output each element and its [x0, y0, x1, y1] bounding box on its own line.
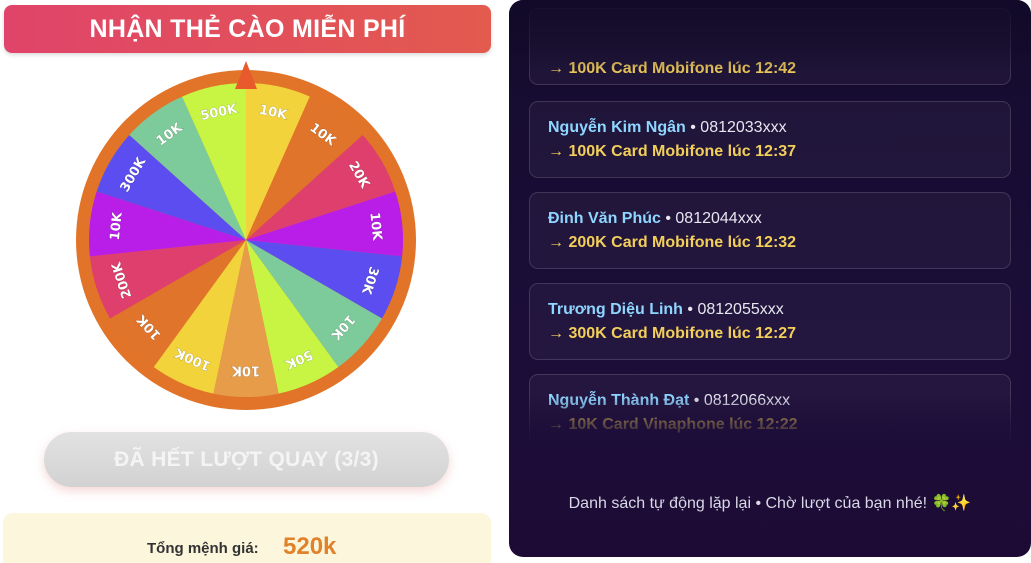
- spin-button-label: ĐÃ HẾT LƯỢT QUAY (3/3): [114, 447, 379, 471]
- total-label: Tổng mệnh giá:: [147, 540, 259, 557]
- winner-name: Nguyễn Thành Đạt: [548, 392, 690, 409]
- wheel-segment: [129, 96, 246, 240]
- wheel-segment: [89, 240, 246, 319]
- winner-prize: → 100K Card Mobifone lúc 12:42: [548, 60, 797, 77]
- winner-card: → 100K Card Mobifone lúc 12:42: [529, 8, 1011, 85]
- winner-prize: → 200K Card Mobifone lúc 12:32: [548, 234, 797, 251]
- total-value-box: [3, 513, 491, 563]
- wheel-segment: [153, 240, 246, 394]
- wheel-segment: [88, 191, 246, 257]
- wheel-segment-label: 10K: [231, 363, 260, 378]
- footer-note: Danh sách tự động lặp lại • Chờ lượt của…: [568, 495, 972, 512]
- title-banner: NHẬN THẺ CÀO MIỄN PHÍ: [4, 5, 491, 53]
- wheel-segment: [246, 240, 382, 368]
- wheel-segment: [110, 240, 246, 368]
- wheel-segment: [182, 83, 246, 240]
- wheel-segment: [246, 83, 310, 240]
- wheel-pointer-icon: [235, 61, 257, 89]
- spin-button[interactable]: ĐÃ HẾT LƯỢT QUAY (3/3): [44, 432, 449, 487]
- wheel-segment-label: 10K: [366, 212, 384, 242]
- winner-name: Nguyễn Kim Ngân: [548, 119, 686, 136]
- total-value: 520k: [283, 533, 337, 560]
- winner-prize: → 100K Card Mobifone lúc 12:37: [548, 143, 797, 160]
- winner-prize: → 300K Card Mobifone lúc 12:27: [548, 325, 797, 342]
- winner-line: Trương Diệu Linh • 0812055xxx: [548, 301, 784, 319]
- wheel-segment-label: 10K: [258, 103, 290, 124]
- winner-line: Đinh Văn Phúc • 0812044xxx: [548, 210, 762, 228]
- wheel-segment: [213, 240, 279, 398]
- winner-name: Đinh Văn Phúc: [548, 210, 661, 227]
- winner-card: Trương Diệu Linh • 0812055xxx → 300K Car…: [529, 283, 1011, 360]
- wheel-segment-label: 10K: [108, 211, 126, 241]
- wheel-segments: [88, 83, 404, 398]
- winner-card: Nguyễn Kim Ngân • 0812033xxx → 100K Card…: [529, 101, 1011, 178]
- winners-feed[interactable]: → 100K Card Mobifone lúc 12:42 Nguyễn Ki…: [529, 0, 1011, 440]
- wheel-segment: [246, 191, 404, 257]
- winner-phone: • 0812066xxx: [689, 392, 791, 409]
- winner-phone: • 0812055xxx: [682, 301, 784, 318]
- prize-wheel[interactable]: 10K10K20K10K30K10K50K10K100K10K200K10K30…: [66, 52, 426, 418]
- wheel-segment: [246, 96, 363, 240]
- winner-card: Đinh Văn Phúc • 0812044xxx → 200K Card M…: [529, 192, 1011, 269]
- wheel-segment: [246, 134, 396, 240]
- winner-prize: → 10K Card Vinaphone lúc 12:22: [548, 416, 798, 433]
- wheel-segment: [246, 240, 403, 319]
- winners-panel[interactable]: → 100K Card Mobifone lúc 12:42 Nguyễn Ki…: [509, 0, 1031, 557]
- winner-name: Trương Diệu Linh: [548, 301, 683, 318]
- winner-line: Nguyễn Thành Đạt • 0812066xxx: [548, 392, 790, 410]
- winner-phone: • 0812033xxx: [685, 119, 787, 136]
- wheel-segment: [96, 134, 247, 240]
- wheel-segment: [246, 240, 339, 394]
- page-title: NHẬN THẺ CÀO MIỄN PHÍ: [89, 14, 406, 43]
- winner-line: Nguyễn Kim Ngân • 0812033xxx: [548, 119, 787, 137]
- winner-card: Nguyễn Thành Đạt • 0812066xxx → 10K Card…: [529, 374, 1011, 440]
- winner-phone: • 0812044xxx: [660, 210, 762, 227]
